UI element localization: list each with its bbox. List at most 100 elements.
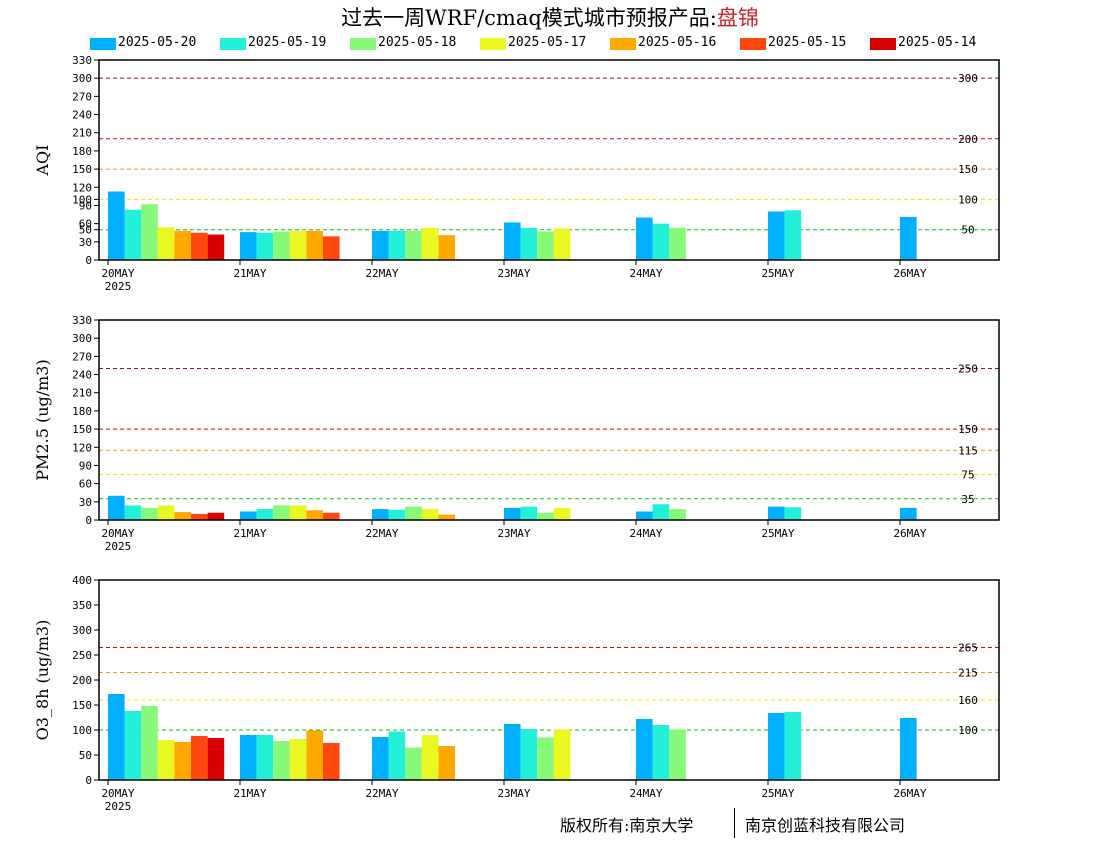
y-tick-label: 180 xyxy=(72,145,92,158)
threshold-label: 265 xyxy=(958,642,978,655)
bar xyxy=(306,230,323,260)
y-tick-label: 60 xyxy=(79,478,92,491)
bar xyxy=(240,735,257,780)
x-tick-label: 22MAY xyxy=(365,527,398,540)
bar xyxy=(256,509,274,520)
bar xyxy=(520,506,538,520)
bar xyxy=(157,227,175,260)
plot-frame xyxy=(98,59,1000,261)
y-tick-label: 90 xyxy=(79,459,92,472)
bar xyxy=(421,227,439,260)
y-axis-label: O3_8h (ug/m3) xyxy=(33,620,52,741)
x-tick-label: 26MAY xyxy=(893,787,926,800)
title-prefix: 过去一周WRF/cmaq模式城市预报产品: xyxy=(341,6,717,30)
legend-label: 2025-05-14 xyxy=(898,35,977,50)
x-tick-label: 25MAY xyxy=(761,787,794,800)
bar xyxy=(141,507,158,520)
legend-swatch xyxy=(740,38,766,50)
x-tick-label: 22MAY xyxy=(365,787,398,800)
title-city: 盘锦 xyxy=(716,6,759,30)
bar xyxy=(306,510,323,520)
threshold-label: 50 xyxy=(961,224,974,237)
y-tick-label: 200 xyxy=(72,674,92,687)
threshold-label: 115 xyxy=(958,444,978,457)
bar xyxy=(520,227,538,260)
legend-swatch xyxy=(220,38,246,50)
legend-swatch xyxy=(610,38,636,50)
legend-swatch xyxy=(350,38,376,50)
bar xyxy=(504,222,521,260)
bar xyxy=(141,706,158,780)
y-tick-label: 50 xyxy=(79,224,92,237)
bar xyxy=(124,209,142,260)
y-tick-label: 0 xyxy=(85,254,92,267)
y-tick-label: 50 xyxy=(79,749,92,762)
bar xyxy=(207,512,225,520)
chart-title: 过去一周WRF/cmaq模式城市预报产品:盘锦 xyxy=(0,2,1100,32)
bar xyxy=(669,729,686,780)
x-year-label: 2025 xyxy=(105,540,132,553)
x-tick-label: 22MAY xyxy=(365,267,398,280)
x-tick-label: 23MAY xyxy=(497,787,530,800)
bar xyxy=(504,724,521,780)
legend-label: 2025-05-17 xyxy=(508,35,587,50)
bar xyxy=(388,731,406,780)
bar xyxy=(306,730,323,780)
footer-copyright: 版权所有:南京大学 xyxy=(560,816,694,835)
threshold-label: 300 xyxy=(958,72,978,85)
x-year-label: 2025 xyxy=(105,280,132,293)
bar xyxy=(289,230,307,260)
legend-label: 2025-05-19 xyxy=(248,35,327,50)
threshold-label: 200 xyxy=(958,133,978,146)
chart-panel-2: 35 75 115 150 250 0 30 60 90 120 150 180 210 240 270 30… xyxy=(33,314,1000,553)
x-tick-label: 23MAY xyxy=(497,527,530,540)
legend-label: 2025-05-15 xyxy=(768,35,847,50)
legend-label: 2025-05-18 xyxy=(378,35,457,50)
bar xyxy=(520,729,538,780)
bar xyxy=(174,512,191,520)
bar xyxy=(537,737,554,780)
bar xyxy=(191,513,208,520)
bar xyxy=(784,507,802,520)
bar xyxy=(323,512,340,520)
x-tick-label: 26MAY xyxy=(893,267,926,280)
y-tick-label: 100 xyxy=(72,193,92,206)
bar xyxy=(537,231,554,260)
legend-swatch xyxy=(870,38,896,50)
y-tick-label: 350 xyxy=(72,599,92,612)
footer-separator xyxy=(734,808,735,838)
bar xyxy=(174,742,191,780)
bar xyxy=(207,234,225,260)
x-tick-label: 21MAY xyxy=(233,267,266,280)
bar xyxy=(289,505,307,520)
bar xyxy=(273,505,290,520)
bar xyxy=(141,204,158,260)
bar xyxy=(504,507,521,520)
bar xyxy=(784,712,802,780)
bar xyxy=(900,718,917,780)
y-tick-label: 150 xyxy=(72,699,92,712)
y-tick-label: 120 xyxy=(72,181,92,194)
y-tick-label: 270 xyxy=(72,350,92,363)
y-tick-label: 250 xyxy=(72,649,92,662)
bar xyxy=(289,739,307,780)
y-tick-label: 30 xyxy=(79,496,92,509)
y-tick-label: 400 xyxy=(72,574,92,587)
bar xyxy=(191,736,208,780)
bar xyxy=(372,230,389,260)
y-tick-label: 300 xyxy=(72,624,92,637)
threshold-label: 100 xyxy=(958,724,978,737)
bar xyxy=(652,504,670,520)
x-tick-label: 20MAY xyxy=(101,527,134,540)
y-tick-label: 150 xyxy=(72,423,92,436)
y-tick-label: 300 xyxy=(72,72,92,85)
x-tick-label: 20MAY xyxy=(101,267,134,280)
bar xyxy=(191,232,208,260)
chart-panel-1: 5010015020030003050609010012015018021024… xyxy=(33,54,1000,293)
bar xyxy=(768,713,785,780)
bar xyxy=(421,509,439,520)
bar xyxy=(124,711,142,780)
bar xyxy=(372,509,389,520)
bar xyxy=(405,747,422,780)
